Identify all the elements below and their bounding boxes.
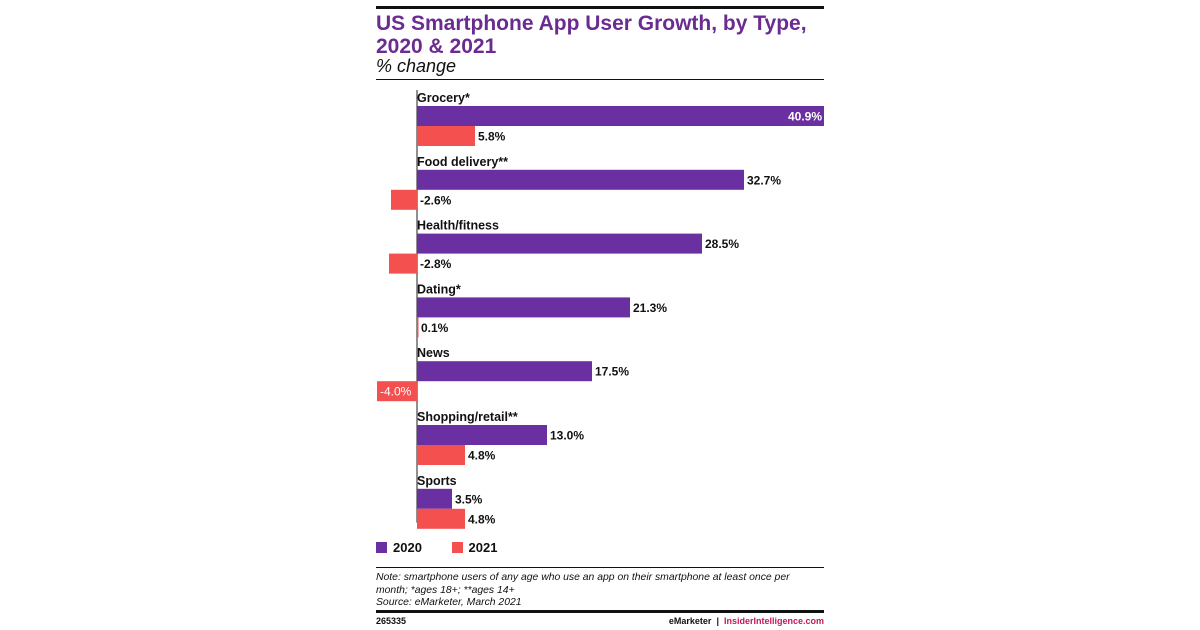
bar-2021-food-delivery	[391, 189, 417, 210]
legend-label-2021: 2021	[468, 540, 498, 555]
brand-credit: eMarketer | InsiderIntelligence.com	[669, 616, 824, 626]
bar-2021-dating	[417, 317, 419, 338]
data-label-2021-shopping-retail: 4.8%	[468, 449, 496, 463]
legend-swatch-2020	[376, 542, 387, 553]
data-label-2021-dating: 0.1%	[421, 321, 449, 335]
category-label-food-delivery: Food delivery**	[417, 155, 508, 169]
chart-id: 265335	[376, 616, 407, 626]
bar-2021-sports	[417, 508, 465, 529]
data-label-2021-news: -4.0%	[380, 385, 412, 399]
data-label-2021-grocery: 5.8%	[478, 130, 506, 144]
category-label-shopping-retail: Shopping/retail**	[417, 410, 518, 424]
legend: 2020 2021	[376, 540, 523, 556]
data-label-2020-dating: 21.3%	[633, 301, 667, 315]
data-label-2020-grocery: 40.9%	[788, 110, 822, 124]
chart-title: US Smartphone App User Growth, by Type, …	[376, 12, 807, 58]
bar-2020-dating	[417, 297, 630, 318]
category-label-news: News	[417, 346, 450, 360]
data-label-2020-food-delivery: 32.7%	[747, 173, 781, 187]
footer-divider	[376, 567, 824, 568]
category-label-health-fitness: Health/fitness	[417, 219, 499, 233]
note-text: Note: smartphone users of any age who us…	[376, 572, 790, 596]
category-label-grocery: Grocery*	[417, 91, 470, 105]
brand-emarketer: eMarketer	[668, 616, 712, 626]
legend-item-2021: 2021	[451, 540, 498, 555]
brand-insider-intelligence: InsiderIntelligence.com	[723, 616, 824, 626]
bar-2020-sports	[417, 488, 452, 509]
legend-item-2020: 2020	[376, 540, 422, 555]
footnote: Note: smartphone users of any age who us…	[376, 572, 824, 610]
legend-swatch-2021	[451, 542, 463, 553]
bar-2021-health-fitness	[389, 253, 417, 274]
category-label-sports: Sports	[417, 474, 457, 488]
data-label-2021-health-fitness: -2.8%	[420, 257, 452, 271]
data-label-2020-shopping-retail: 13.0%	[550, 429, 584, 443]
data-label-2020-health-fitness: 28.5%	[705, 237, 739, 251]
chart-card: US Smartphone App User Growth, by Type, …	[376, 0, 824, 630]
bar-2021-shopping-retail	[417, 445, 465, 465]
source-text: Source: eMarketer, March 2021	[376, 597, 522, 608]
bar-2020-shopping-retail	[417, 425, 547, 445]
category-label-dating: Dating*	[417, 282, 461, 296]
header-divider	[376, 79, 824, 80]
bar-chart: Grocery* 40.9% 5.8% Food delivery** 32.7% -2.…	[377, 90, 824, 529]
bar-2021-grocery	[417, 126, 475, 146]
bar-2021-news	[377, 381, 417, 402]
bar-2020-food-delivery	[417, 169, 744, 190]
top-rule	[376, 6, 824, 9]
brand-separator: |	[716, 616, 719, 626]
bar-2020-health-fitness	[417, 233, 702, 254]
data-label-2020-sports: 3.5%	[455, 492, 483, 506]
chart-subtitle: % change	[376, 56, 457, 76]
legend-label-2020: 2020	[393, 540, 422, 555]
data-label-2021-sports: 4.8%	[468, 512, 496, 526]
data-label-2020-news: 17.5%	[595, 365, 629, 379]
data-label-2021-food-delivery: -2.6%	[420, 193, 452, 207]
bar-2020-news	[417, 361, 592, 382]
bar-2020-grocery	[417, 106, 824, 126]
bottom-rule	[376, 610, 824, 613]
